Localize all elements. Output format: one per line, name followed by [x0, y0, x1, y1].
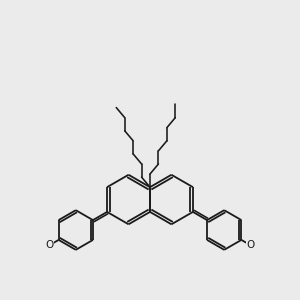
Text: O: O — [247, 240, 255, 250]
Text: O: O — [45, 240, 53, 250]
